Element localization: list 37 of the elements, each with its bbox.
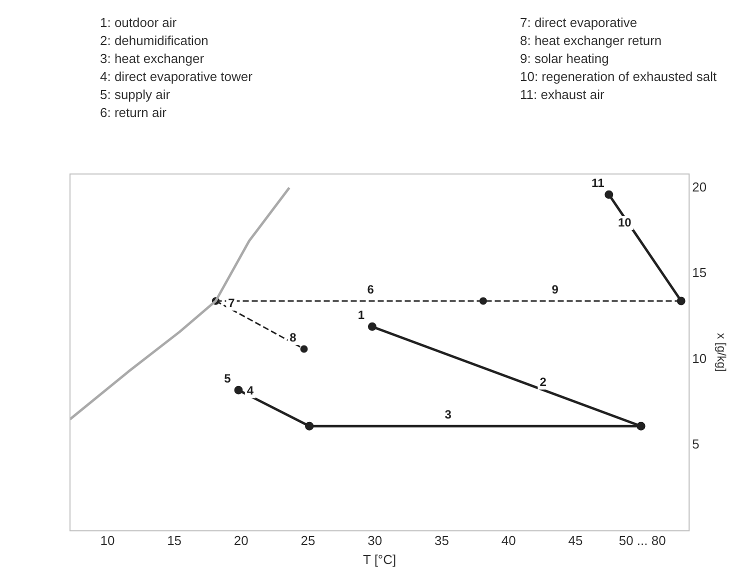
annotation: 2 [540,374,547,389]
y-tick-label: 5 [692,436,700,452]
y-axis-title: x [g/kg] [714,333,728,372]
text: 9: solar heating [520,50,610,68]
text: 8: heat exchanger return [520,32,663,50]
annotation: 7 [228,296,236,310]
annotation: 5 [224,371,232,386]
x-tick-label: 35 [434,533,449,548]
y-tick-label: 15 [692,265,707,280]
x-tick-label: 30 [368,533,382,548]
text: 2: dehumidification [100,32,210,50]
annotation: 8 [290,330,297,344]
annotation: 4 [246,383,254,398]
x-tick-label: 20 [234,533,248,548]
annotation: 1 [358,308,365,322]
text: 5: supply air [100,86,172,104]
annotation: 10 [618,215,632,230]
annotation: 6 [367,282,374,296]
x-tick-label: 25 [300,533,316,548]
annotation: 9 [552,282,559,296]
x-tick-label: 10 [100,533,115,548]
y-tick-label: 20 [692,179,707,194]
text: 7: direct evaporative [520,14,638,32]
text: 10: regeneration of exhausted salt [520,68,718,86]
annotation: 3 [444,407,452,422]
y-tick-label: 10 [692,350,707,366]
text: 6: return air [100,104,168,122]
x-tick-label: 45 [568,533,583,548]
text: 1: outdoor air [100,14,178,32]
x-tick-label: 15 [167,533,182,548]
text: 4: direct evaporative tower [100,68,254,86]
text: 11: exhaust air [520,86,606,104]
x-tick-label: 50 ... 80 [618,533,666,548]
x-axis-title: T [°C] [363,552,396,567]
text: 3: heat exchanger [100,50,206,68]
annotation: 11 [592,176,605,190]
x-tick-label: 40 [501,533,516,548]
